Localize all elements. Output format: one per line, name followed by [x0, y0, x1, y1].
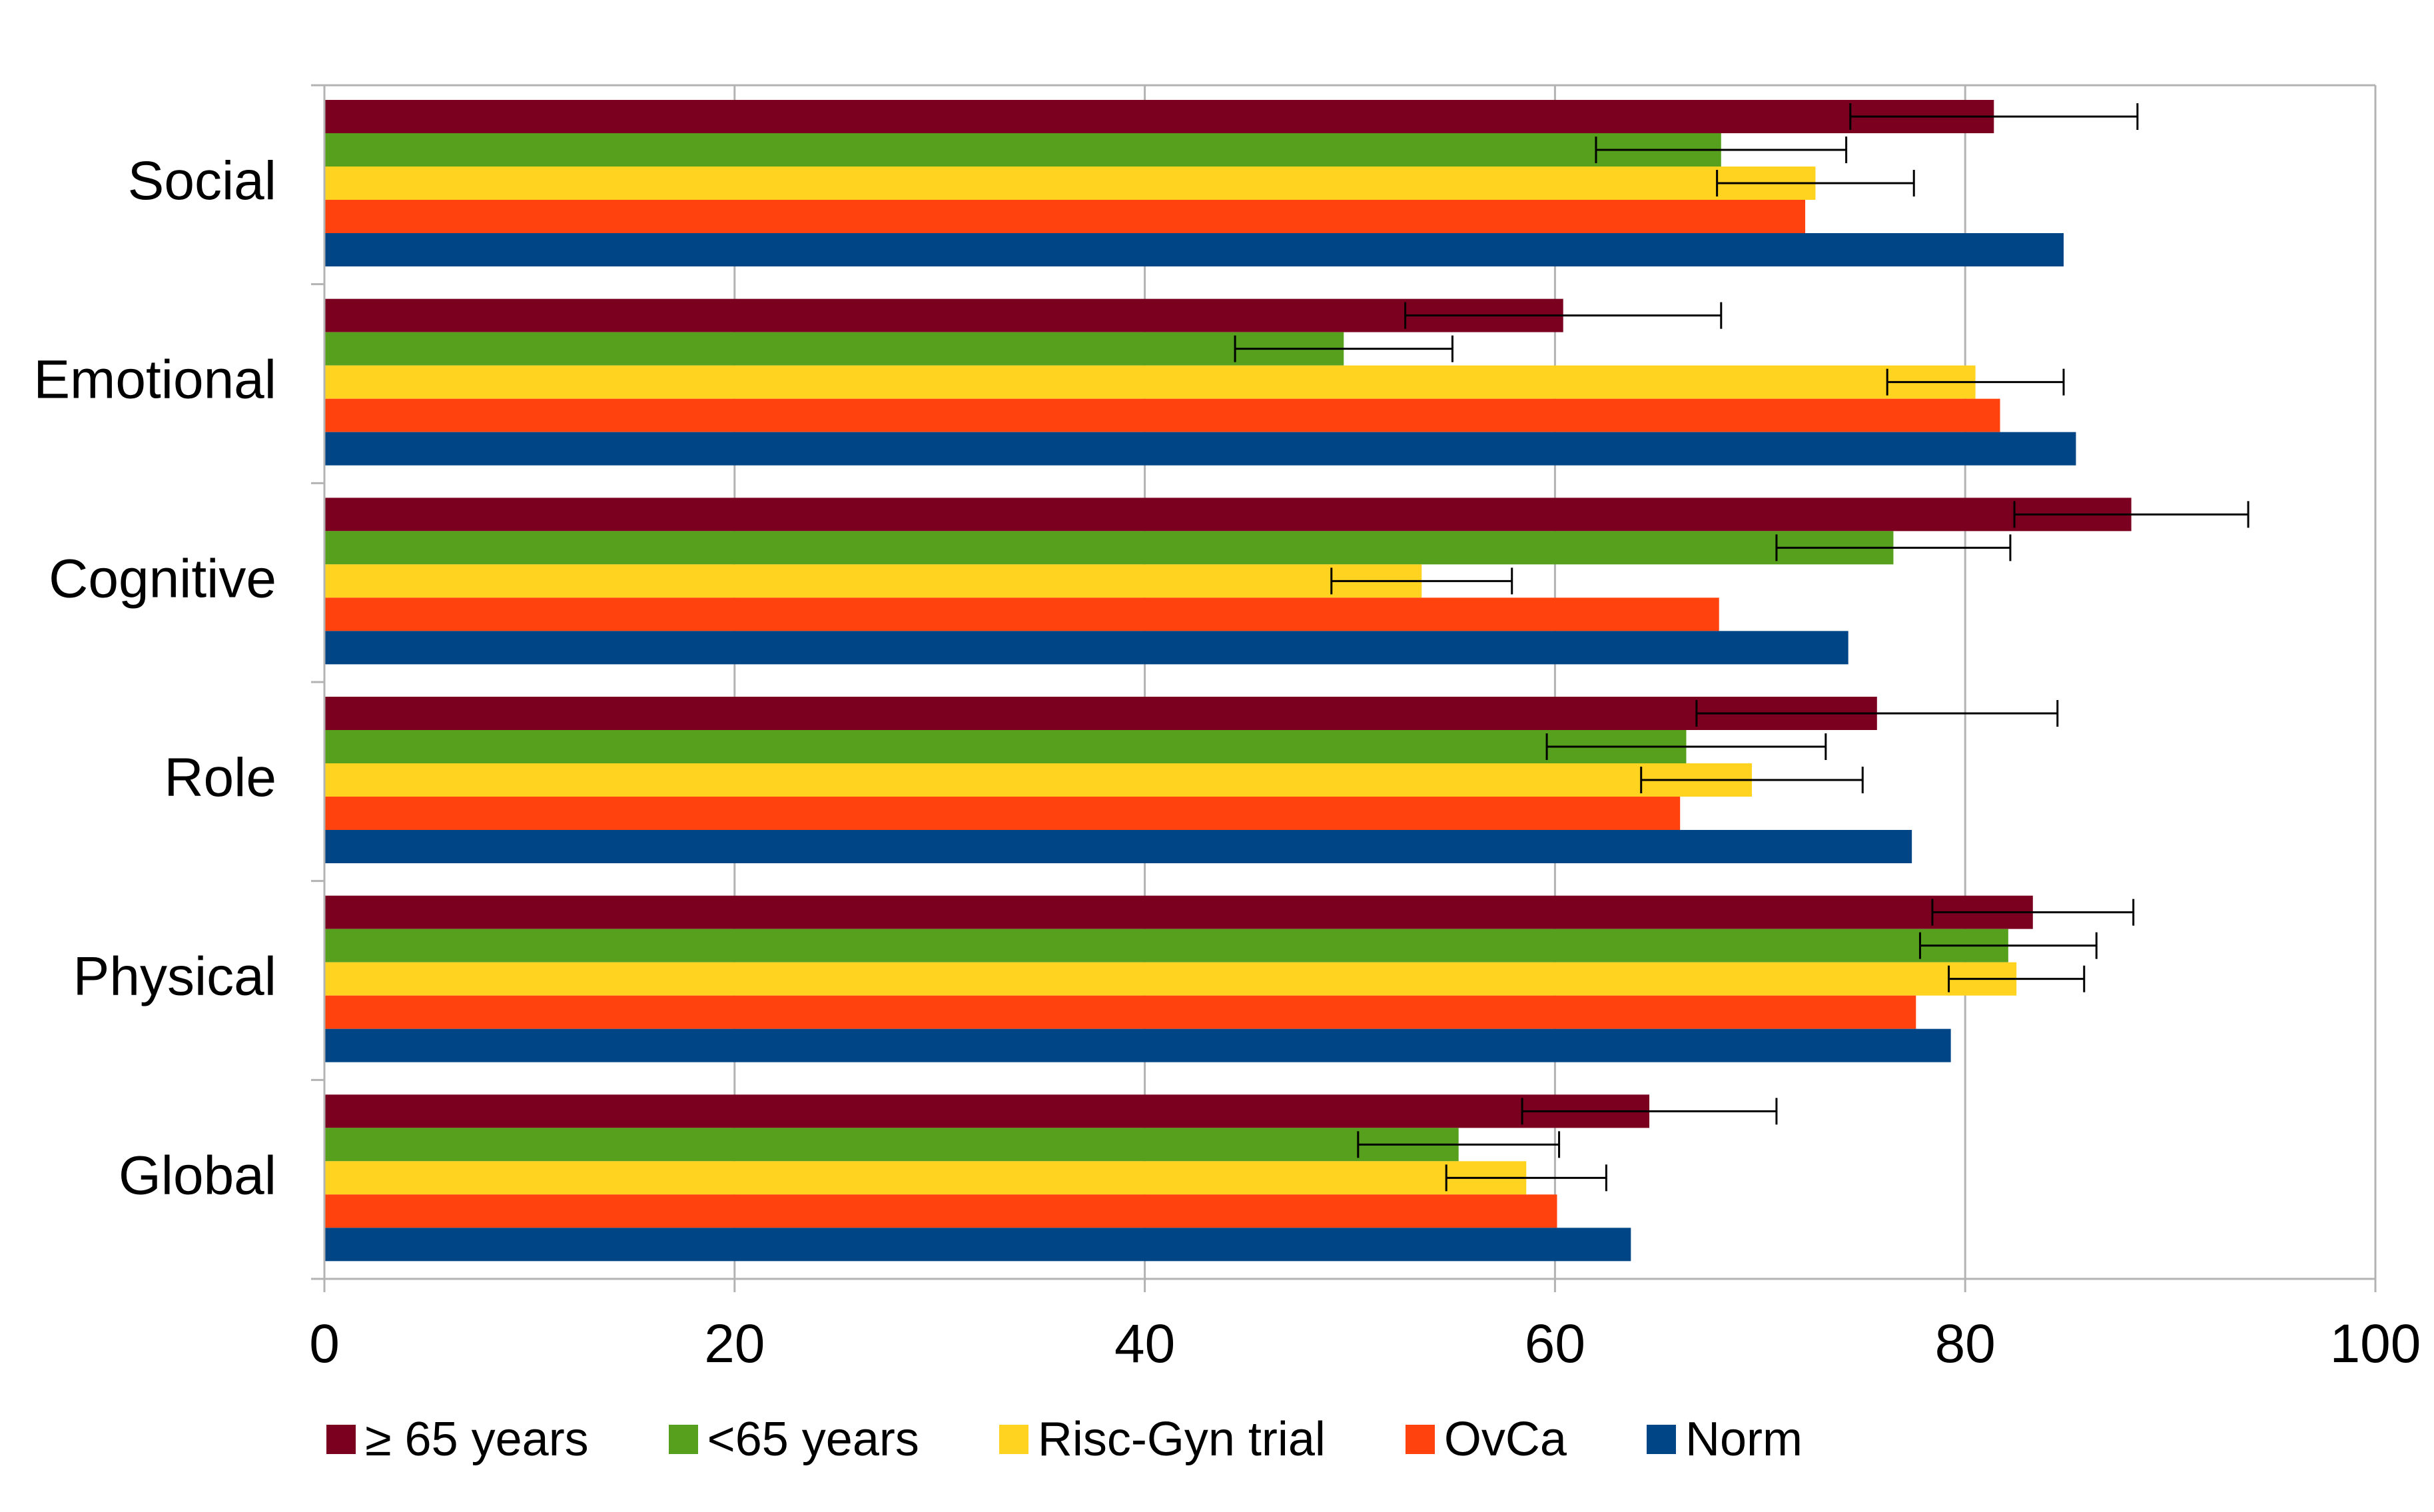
legend-item-2: Risc-Gyn trial	[999, 1412, 1326, 1467]
bar-global-3	[324, 1194, 1557, 1228]
bar-physical-3	[324, 995, 1916, 1029]
legend-swatch	[1405, 1425, 1435, 1454]
bar-emotional-1	[324, 332, 1344, 366]
legend-swatch	[999, 1425, 1028, 1454]
legend-swatch	[668, 1425, 698, 1454]
bar-social-2	[324, 167, 1816, 200]
bar-emotional-0	[324, 298, 1563, 332]
bar-emotional-3	[324, 398, 2000, 432]
legend-label: ≥ 65 years	[365, 1413, 589, 1466]
bar-emotional-2	[324, 365, 1976, 399]
bar-cognitive-3	[324, 597, 1719, 631]
bar-physical-4	[324, 1028, 1951, 1062]
bar-physical-2	[324, 962, 2017, 996]
bar-physical-0	[324, 895, 2033, 929]
bar-global-0	[324, 1094, 1650, 1128]
bar-role-1	[324, 730, 1687, 763]
bar-global-1	[324, 1128, 1459, 1162]
bar-cognitive-1	[324, 531, 1894, 565]
legend: ≥ 65 years <65 years Risc-Gyn trial OvCa Nor…	[326, 1412, 1882, 1467]
y-tick-label-global: Global	[119, 1145, 276, 1206]
bar-role-2	[324, 763, 1752, 797]
x-tick-label-60: 60	[1525, 1314, 1585, 1374]
bar-cognitive-2	[324, 564, 1422, 598]
bar-social-3	[324, 200, 1806, 233]
bar-global-2	[324, 1161, 1527, 1195]
bar-social-1	[324, 133, 1721, 167]
legend-item-3: OvCa	[1405, 1412, 1567, 1467]
bar-role-4	[324, 830, 1912, 863]
bar-cognitive-0	[324, 498, 2132, 532]
legend-label: Norm	[1685, 1413, 1803, 1466]
bar-physical-1	[324, 929, 2008, 962]
legend-label: OvCa	[1443, 1413, 1567, 1466]
x-tick-label-0: 0	[309, 1314, 340, 1374]
x-tick-label-100: 100	[2330, 1314, 2421, 1374]
bar-emotional-4	[324, 432, 2076, 466]
bar-social-4	[324, 233, 2064, 266]
y-tick-label-role: Role	[164, 747, 276, 808]
bar-cognitive-4	[324, 631, 1848, 665]
bar-role-0	[324, 697, 1877, 730]
legend-label: Risc-Gyn trial	[1037, 1413, 1326, 1466]
legend-swatch	[1646, 1425, 1676, 1454]
bar-global-4	[324, 1228, 1631, 1262]
bar-social-0	[324, 100, 1994, 133]
bar-role-3	[324, 797, 1681, 830]
legend-label: <65 years	[707, 1413, 919, 1466]
axes	[311, 84, 2377, 1292]
x-tick-label-40: 40	[1114, 1314, 1175, 1374]
gridlines	[323, 84, 2377, 1279]
y-tick-label-social: Social	[128, 151, 276, 211]
legend-item-0: ≥ 65 years	[326, 1412, 589, 1467]
legend-swatch	[326, 1425, 356, 1454]
bars	[324, 100, 2132, 1262]
x-tick-label-20: 20	[704, 1314, 765, 1374]
legend-item-4: Norm	[1646, 1412, 1803, 1467]
y-tick-label-physical: Physical	[73, 946, 276, 1007]
y-tick-label-cognitive: Cognitive	[49, 548, 276, 609]
y-tick-label-emotional: Emotional	[33, 350, 276, 410]
x-tick-label-80: 80	[1935, 1314, 1996, 1374]
error-bars	[1234, 103, 2249, 1192]
tick-labels: Social Emotional Cognitive Role Physical Glob…	[33, 151, 2421, 1374]
legend-item-1: <65 years	[668, 1412, 919, 1467]
